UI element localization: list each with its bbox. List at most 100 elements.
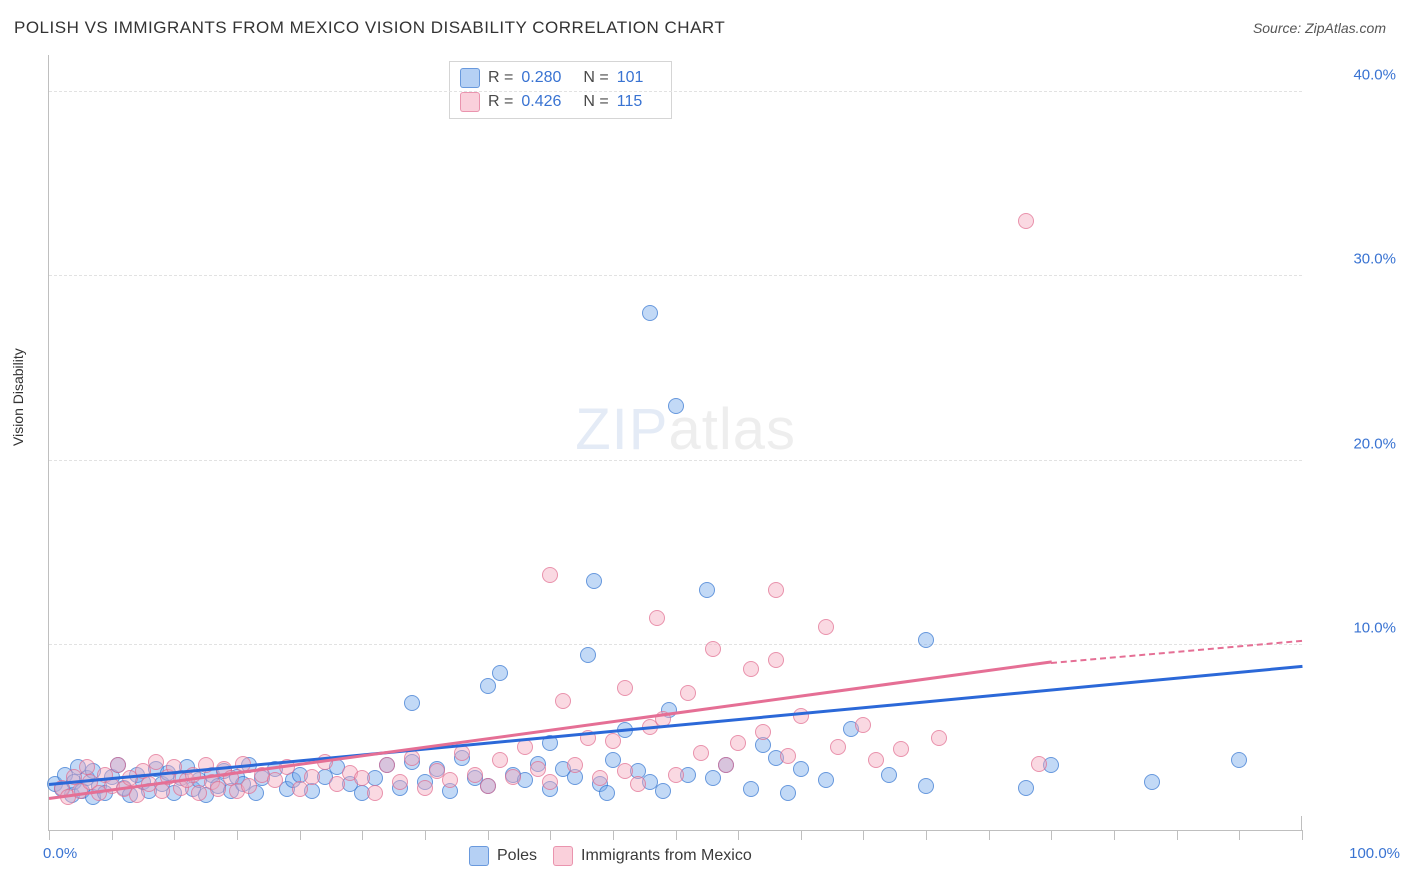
- data-point: [693, 745, 709, 761]
- x-tick: [112, 830, 113, 840]
- data-point: [855, 717, 871, 733]
- data-point: [292, 781, 308, 797]
- data-point: [1231, 752, 1247, 768]
- data-point: [542, 567, 558, 583]
- data-point: [110, 757, 126, 773]
- data-point: [492, 752, 508, 768]
- legend-label: Poles: [497, 847, 537, 865]
- data-point: [586, 573, 602, 589]
- data-point: [718, 757, 734, 773]
- data-point: [868, 752, 884, 768]
- data-point: [918, 778, 934, 794]
- legend-item: Immigrants from Mexico: [553, 846, 752, 866]
- gridline: [49, 644, 1302, 645]
- data-point: [668, 767, 684, 783]
- gridline: [49, 91, 1302, 92]
- data-point: [918, 632, 934, 648]
- r-value-pink: 0.426: [521, 93, 561, 111]
- x-tick: [362, 830, 363, 840]
- n-value-blue: 101: [617, 69, 644, 87]
- y-tick-label: 40.0%: [1353, 66, 1396, 83]
- data-point: [154, 783, 170, 799]
- data-point: [649, 610, 665, 626]
- swatch-blue: [460, 68, 480, 88]
- data-point: [705, 770, 721, 786]
- x-tick: [676, 830, 677, 840]
- data-point: [780, 748, 796, 764]
- data-point: [599, 785, 615, 801]
- data-point: [542, 774, 558, 790]
- data-point: [931, 730, 947, 746]
- data-point: [699, 582, 715, 598]
- trend-line: [1051, 640, 1302, 664]
- data-point: [830, 739, 846, 755]
- swatch-pink: [460, 92, 480, 112]
- data-point: [267, 772, 283, 788]
- x-tick: [174, 830, 175, 840]
- data-point: [605, 733, 621, 749]
- data-point: [668, 398, 684, 414]
- data-point: [743, 781, 759, 797]
- data-point: [705, 641, 721, 657]
- x-tick: [300, 830, 301, 840]
- legend-label: Immigrants from Mexico: [581, 847, 752, 865]
- n-value-pink: 115: [617, 93, 643, 111]
- data-point: [617, 680, 633, 696]
- data-point: [567, 757, 583, 773]
- x-tick: [989, 830, 990, 840]
- axis-tick: [1301, 816, 1302, 830]
- data-point: [793, 761, 809, 777]
- x-tick: [1302, 830, 1303, 840]
- swatch-pink: [553, 846, 573, 866]
- y-axis-label: Vision Disability: [10, 348, 26, 446]
- data-point: [417, 780, 433, 796]
- data-point: [580, 647, 596, 663]
- legend-row: R = 0.280 N = 101: [460, 66, 657, 90]
- x-tick: [801, 830, 802, 840]
- watermark: ZIPatlas: [575, 396, 796, 463]
- data-point: [642, 305, 658, 321]
- data-point: [655, 783, 671, 799]
- data-point: [404, 750, 420, 766]
- gridline: [49, 275, 1302, 276]
- data-point: [630, 776, 646, 792]
- data-point: [768, 652, 784, 668]
- x-max-label: 100.0%: [1349, 845, 1400, 862]
- data-point: [354, 770, 370, 786]
- series-legend: Poles Immigrants from Mexico: [469, 846, 752, 866]
- data-point: [1144, 774, 1160, 790]
- data-point: [379, 757, 395, 773]
- data-point: [780, 785, 796, 801]
- data-point: [755, 724, 771, 740]
- data-point: [241, 778, 257, 794]
- data-point: [129, 787, 145, 803]
- data-point: [505, 769, 521, 785]
- data-point: [79, 759, 95, 775]
- data-point: [893, 741, 909, 757]
- data-point: [442, 772, 458, 788]
- data-point: [617, 763, 633, 779]
- x-tick: [1177, 830, 1178, 840]
- data-point: [592, 770, 608, 786]
- data-point: [480, 678, 496, 694]
- data-point: [743, 661, 759, 677]
- data-point: [530, 761, 546, 777]
- data-point: [492, 665, 508, 681]
- x-min-label: 0.0%: [43, 845, 77, 862]
- x-tick: [738, 830, 739, 840]
- x-tick: [237, 830, 238, 840]
- x-tick: [1239, 830, 1240, 840]
- scatter-plot: ZIPatlas R = 0.280 N = 101 R = 0.426 N =…: [48, 55, 1302, 831]
- swatch-blue: [469, 846, 489, 866]
- y-tick-label: 30.0%: [1353, 251, 1396, 268]
- data-point: [404, 695, 420, 711]
- data-point: [680, 685, 696, 701]
- r-value-blue: 0.280: [521, 69, 561, 87]
- data-point: [768, 582, 784, 598]
- x-tick: [49, 830, 50, 840]
- data-point: [480, 778, 496, 794]
- data-point: [367, 785, 383, 801]
- source-citation: Source: ZipAtlas.com: [1253, 20, 1386, 36]
- data-point: [329, 776, 345, 792]
- data-point: [304, 769, 320, 785]
